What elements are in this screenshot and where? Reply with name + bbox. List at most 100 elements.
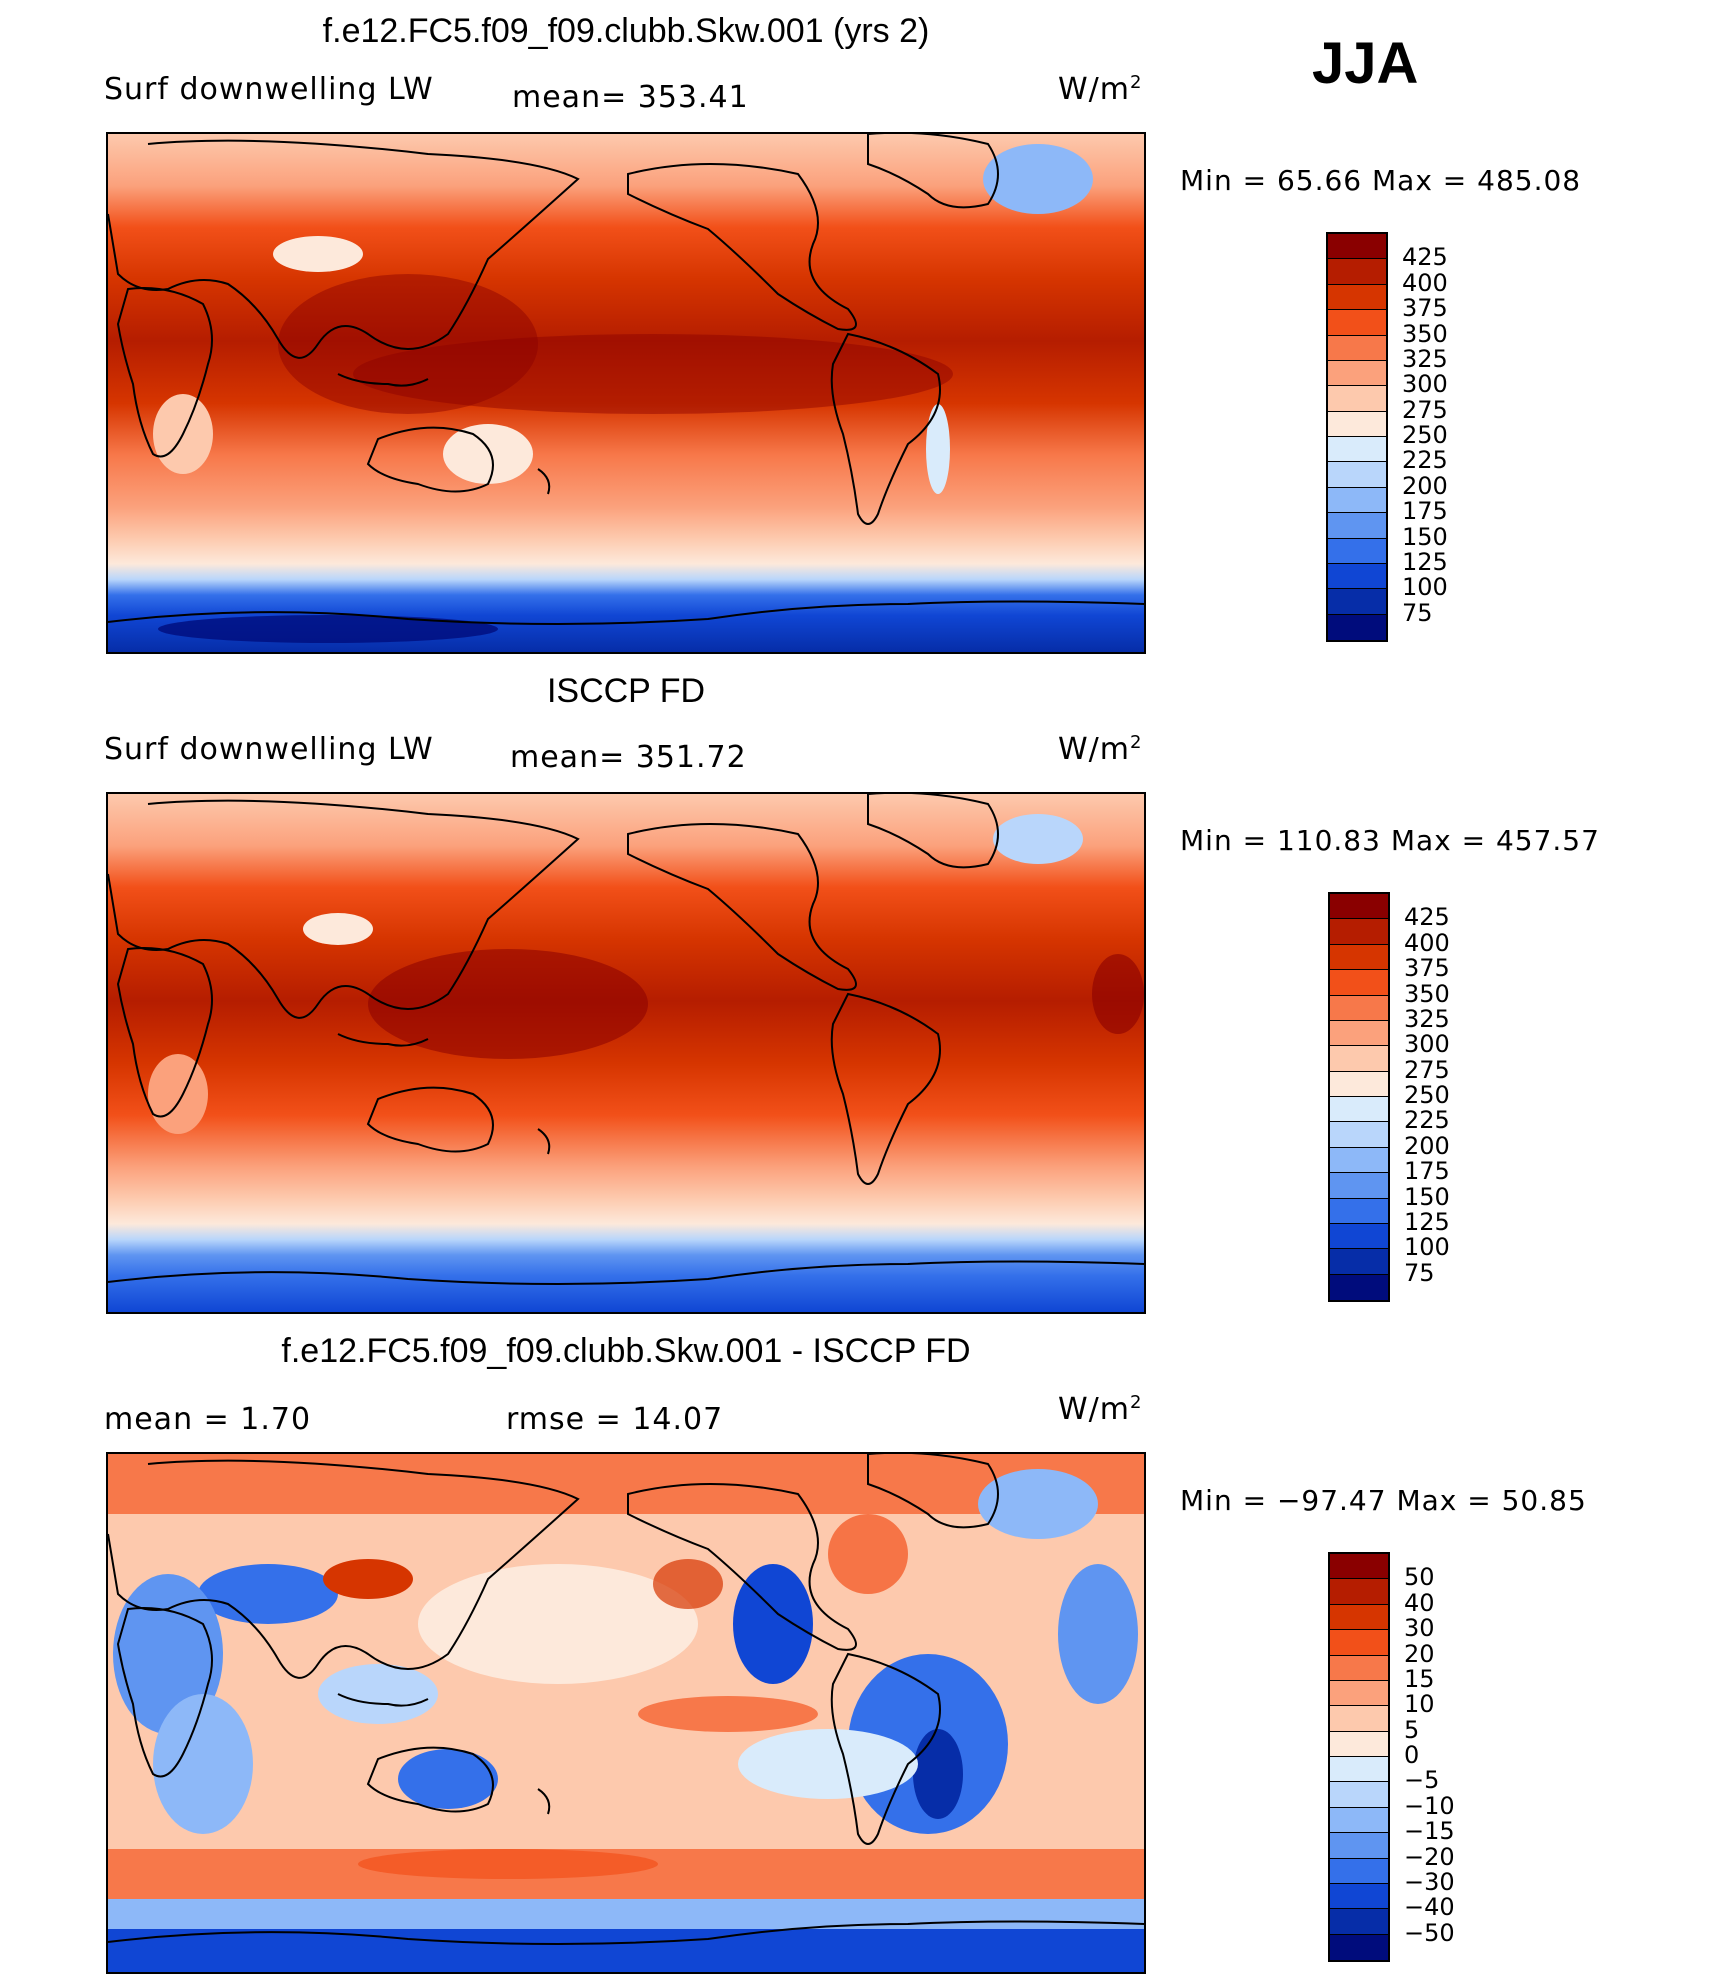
panel-3-unit: W/m2: [1058, 1392, 1143, 1427]
colorbar-segment: [1330, 1147, 1388, 1174]
colorbar-level-label: 375: [1402, 294, 1448, 323]
colorbar-segment: [1330, 1757, 1388, 1783]
panel-3-map: [106, 1452, 1146, 1974]
colorbar-segment: [1330, 1934, 1388, 1960]
colorbar-segment: [1330, 1807, 1388, 1834]
colorbar-level-label: 325: [1404, 1004, 1450, 1033]
colorbar-level-label: 20: [1404, 1639, 1435, 1668]
colorbar-segment: [1330, 1883, 1388, 1910]
colorbar-level-label: 375: [1404, 954, 1450, 983]
colorbar-level-label: −40: [1404, 1893, 1455, 1922]
colorbar-level-label: −5: [1404, 1766, 1440, 1795]
colorbar-segment: [1330, 1046, 1388, 1072]
colorbar-level-label: 250: [1404, 1081, 1450, 1109]
panel-1-minmax: Min = 65.66 Max = 485.08: [1180, 164, 1582, 197]
colorbar-segment: [1330, 1097, 1388, 1123]
panel-1-mean-label: mean= 353.41: [512, 80, 749, 115]
panel-1-variable-label: Surf downwelling LW: [104, 72, 434, 107]
colorbar-segment: [1330, 1071, 1388, 1097]
colorbar-segment: [1328, 284, 1386, 311]
colorbar-segment: [1330, 1858, 1388, 1884]
colorbar-level-label: 30: [1404, 1614, 1435, 1643]
panel-2-unit: W/m2: [1058, 732, 1143, 767]
colorbar-level-label: 425: [1404, 903, 1450, 932]
season-label: JJA: [1312, 31, 1419, 96]
colorbar-level-label: 0: [1404, 1741, 1420, 1769]
colorbar-segment: [1328, 335, 1386, 361]
colorbar-segment: [1330, 919, 1388, 945]
colorbar-segment: [1330, 894, 1388, 920]
colorbar-segment: [1330, 1274, 1388, 1300]
colorbar-segment: [1330, 1604, 1388, 1631]
colorbar-level-label: 300: [1404, 1030, 1450, 1059]
colorbar-level-label: 150: [1402, 522, 1448, 551]
colorbar-level-label: 50: [1404, 1563, 1435, 1592]
colorbar-segment: [1328, 437, 1386, 463]
colorbar-segment: [1330, 970, 1388, 996]
panel-2-map-svg: [108, 794, 1144, 1312]
colorbar-segment: [1330, 944, 1388, 971]
panel-3-title: f.e12.FC5.f09_f09.clubb.Skw.001 - ISCCP …: [281, 1332, 971, 1370]
colorbar-segment: [1330, 1680, 1388, 1707]
colorbar-level-label: 75: [1402, 598, 1433, 627]
colorbar-level-label: 150: [1404, 1182, 1450, 1211]
colorbar-level-label: 400: [1402, 268, 1448, 297]
colorbar-segment: [1328, 513, 1386, 539]
colorbar-level-label: 400: [1404, 928, 1450, 957]
colorbar-level-label: 250: [1402, 421, 1448, 449]
colorbar-level-label: 10: [1404, 1690, 1435, 1719]
panel-2-minmax: Min = 110.83 Max = 457.57: [1180, 824, 1600, 857]
colorbar-level-label: 225: [1404, 1106, 1450, 1135]
panel-2-title: ISCCP FD: [546, 672, 706, 710]
colorbar-level-label: 5: [1404, 1715, 1420, 1744]
colorbar-level-label: 100: [1402, 573, 1448, 602]
colorbar-segment: [1328, 234, 1386, 260]
colorbar-segment: [1330, 1909, 1388, 1935]
colorbar-segment: [1330, 1249, 1388, 1275]
panel-2-map: [106, 792, 1146, 1314]
colorbar-segment: [1328, 563, 1386, 590]
panel-3-minmax: Min = −97.47 Max = 50.85: [1180, 1484, 1587, 1517]
colorbar-level-label: 325: [1402, 344, 1448, 373]
panel-3-mean-label: mean = 1.70: [104, 1402, 312, 1437]
colorbar-segment: [1330, 1655, 1388, 1681]
colorbar-segment: [1328, 614, 1386, 640]
colorbar-level-label: 40: [1404, 1588, 1435, 1617]
colorbar-segment: [1330, 1731, 1388, 1757]
colorbar-segment: [1328, 462, 1386, 488]
colorbar-level-label: −30: [1404, 1867, 1455, 1896]
panel-3-rmse-label: rmse = 14.07: [506, 1402, 724, 1437]
panel-2-colorbar: [1328, 892, 1390, 1302]
colorbar-segment: [1330, 1198, 1388, 1224]
colorbar-segment: [1330, 1833, 1388, 1859]
panel-1-map-svg: [108, 134, 1144, 652]
colorbar-segment: [1328, 589, 1386, 615]
colorbar-level-label: 350: [1402, 319, 1448, 348]
colorbar-segment: [1330, 1782, 1388, 1808]
colorbar-level-label: 175: [1402, 497, 1448, 526]
panel-1-title: f.e12.FC5.f09_f09.clubb.Skw.001 (yrs 2): [322, 12, 930, 50]
panel-1-unit: W/m2: [1058, 72, 1143, 107]
panel-2-colorbar-labels: 425 400 375 350 325 300 275 250 225 200 175 150 125 1…: [1404, 892, 1484, 1302]
colorbar-level-label: −10: [1404, 1791, 1455, 1820]
colorbar-segment: [1328, 411, 1386, 437]
colorbar-level-label: 175: [1404, 1157, 1450, 1186]
panel-3-map-svg: [108, 1454, 1144, 1972]
colorbar-level-label: 100: [1404, 1233, 1450, 1262]
colorbar-level-label: 75: [1404, 1258, 1435, 1287]
colorbar-level-label: −15: [1404, 1817, 1455, 1846]
colorbar-level-label: 125: [1402, 547, 1448, 576]
colorbar-segment: [1330, 1579, 1388, 1605]
colorbar-level-label: 425: [1402, 243, 1448, 272]
colorbar-level-label: −20: [1404, 1842, 1455, 1871]
colorbar-level-label: 15: [1404, 1664, 1435, 1693]
colorbar-level-label: 350: [1404, 979, 1450, 1008]
panel-3-colorbar-labels: 50 40 30 20 15 10 5 0 −5 −10 −15 −20 −30 −40 −50: [1404, 1552, 1484, 1962]
panel-2-mean-label: mean= 351.72: [510, 740, 747, 775]
colorbar-level-label: 200: [1404, 1131, 1450, 1160]
colorbar-level-label: 275: [1404, 1055, 1450, 1084]
panel-2-variable-label: Surf downwelling LW: [104, 732, 434, 767]
colorbar-level-label: 125: [1404, 1207, 1450, 1236]
colorbar-level-label: −50: [1404, 1918, 1455, 1947]
colorbar-segment: [1330, 1554, 1388, 1580]
